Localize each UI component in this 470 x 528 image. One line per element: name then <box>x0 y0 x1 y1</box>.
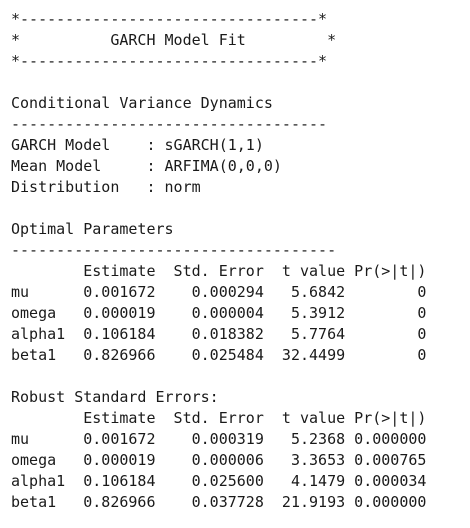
table-row: omega 0.000019 0.000006 3.3653 0.000765 <box>11 451 427 469</box>
table-row: alpha1 0.106184 0.025600 4.1479 0.000034 <box>11 472 427 490</box>
header-title: * GARCH Model Fit * <box>11 31 337 49</box>
blank-line <box>11 198 426 219</box>
header-border-top: *---------------------------------* <box>11 10 328 28</box>
console-output: *---------------------------------* * GAR… <box>11 9 426 513</box>
garch-model-line: GARCH Model : sGARCH(1,1) <box>11 136 264 154</box>
conditional-variance-heading: Conditional Variance Dynamics <box>11 94 273 112</box>
optimal-parameters-columns: Estimate Std. Error t value Pr(>|t|) <box>11 262 427 280</box>
blank-line <box>11 366 426 387</box>
table-row: mu 0.001672 0.000294 5.6842 0 <box>11 283 427 301</box>
table-row: beta1 0.826966 0.037728 21.9193 0.000000 <box>11 493 427 511</box>
conditional-variance-rule: ----------------------------------- <box>11 115 328 133</box>
header-border-bottom: *---------------------------------* <box>11 52 328 70</box>
table-row: mu 0.001672 0.000319 5.2368 0.000000 <box>11 430 427 448</box>
robust-errors-heading: Robust Standard Errors: <box>11 388 219 406</box>
optimal-parameters-rule: ------------------------------------ <box>11 241 337 259</box>
optimal-parameters-heading: Optimal Parameters <box>11 220 174 238</box>
table-row: alpha1 0.106184 0.018382 5.7764 0 <box>11 325 427 343</box>
table-row: omega 0.000019 0.000004 5.3912 0 <box>11 304 427 322</box>
table-row: beta1 0.826966 0.025484 32.4499 0 <box>11 346 427 364</box>
distribution-line: Distribution : norm <box>11 178 201 196</box>
mean-model-line: Mean Model : ARFIMA(0,0,0) <box>11 157 282 175</box>
blank-line <box>11 72 426 93</box>
robust-errors-columns: Estimate Std. Error t value Pr(>|t|) <box>11 409 427 427</box>
